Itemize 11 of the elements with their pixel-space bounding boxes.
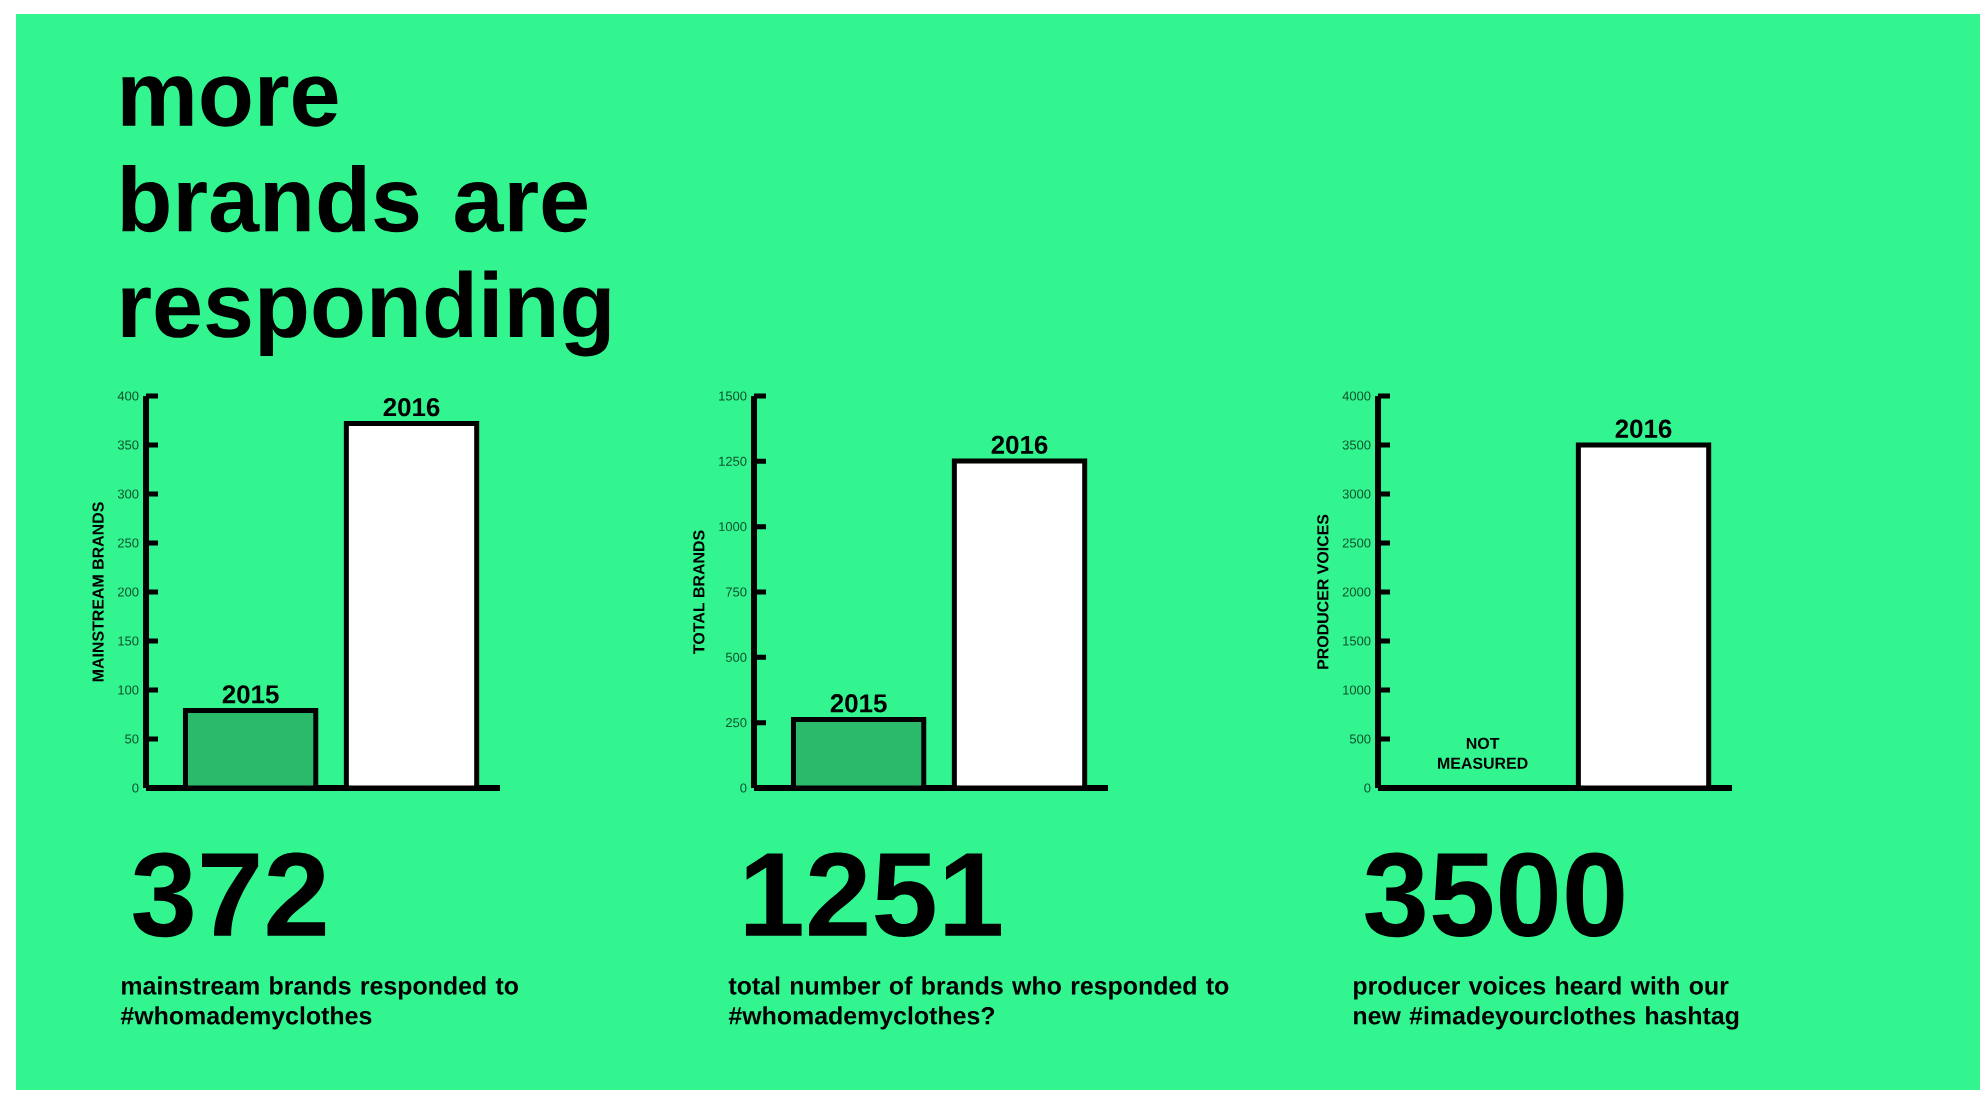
chart-title: more brands are responding xyxy=(122,76,610,357)
x-tick-label: 2016 xyxy=(383,398,440,417)
text: 1251 xyxy=(745,852,1001,937)
text: mainstream brands responded to #whomademyclothes xyxy=(120,976,518,1030)
text: total number of brands who responded to #whomademyclothes? xyxy=(728,976,1229,1030)
x-tick-label: 2016 xyxy=(1615,419,1672,438)
x-tick-label: 2015 xyxy=(830,694,887,713)
x-tick-label: 2015 xyxy=(222,685,279,704)
text: producer voices heard with our new #imadeyourclothes hashtag xyxy=(1354,976,1739,1030)
text: 372 xyxy=(133,852,326,938)
x-tick-label: 2016 xyxy=(991,435,1048,454)
